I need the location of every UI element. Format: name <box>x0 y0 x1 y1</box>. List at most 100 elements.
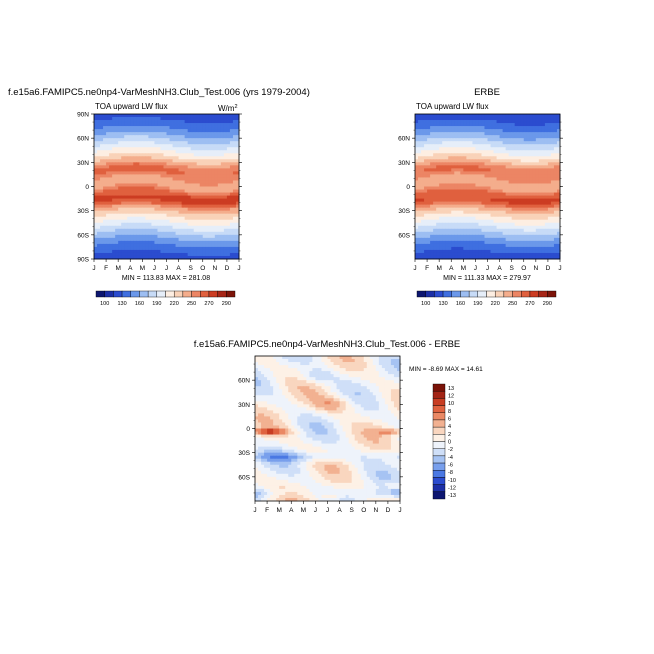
field-cell <box>436 165 440 169</box>
field-cell <box>496 144 500 148</box>
field-cell <box>106 126 110 130</box>
field-cell <box>229 135 234 139</box>
field-cell <box>430 114 434 118</box>
field-cell <box>142 240 146 245</box>
field-cell <box>163 126 167 130</box>
field-cell <box>448 228 452 233</box>
field-cell <box>496 219 500 224</box>
field-cell <box>202 138 207 142</box>
field-cell <box>112 252 116 257</box>
field-cell <box>508 189 513 193</box>
field-cell <box>211 153 216 157</box>
field-cell <box>220 234 225 239</box>
field-cell <box>130 183 134 187</box>
field-cell <box>151 225 155 230</box>
field-cell <box>172 162 176 166</box>
field-cell <box>499 147 503 151</box>
field-cell <box>427 198 431 202</box>
field-cell <box>190 138 195 142</box>
field-cell <box>511 216 516 221</box>
field-cell <box>535 225 540 230</box>
field-cell <box>133 222 137 227</box>
field-cell <box>529 162 534 166</box>
field-cell <box>139 198 143 202</box>
colorbar-swatch <box>494 290 505 298</box>
field-cell <box>529 147 534 151</box>
field-cell <box>454 150 458 154</box>
field-cell <box>157 183 161 187</box>
field-cell <box>142 120 146 124</box>
y-tick-label: 60S <box>398 232 410 239</box>
field-cell <box>517 186 522 190</box>
field-cell <box>106 195 110 199</box>
field-cell <box>154 207 158 212</box>
field-cell <box>466 159 470 163</box>
field-cell <box>433 126 437 130</box>
field-cell <box>466 186 470 190</box>
field-cell <box>100 216 104 221</box>
field-cell <box>454 153 458 157</box>
field-cell <box>235 162 240 166</box>
field-cell <box>508 231 513 236</box>
field-cell <box>151 240 155 245</box>
field-cell <box>211 132 216 136</box>
field-cell <box>457 126 461 130</box>
field-cell <box>115 195 119 199</box>
field-cell <box>496 129 500 133</box>
field-cell <box>460 150 464 154</box>
field-cell <box>205 174 210 178</box>
field-cell <box>139 114 143 118</box>
field-cell <box>418 192 422 196</box>
field-cell <box>448 201 452 206</box>
field-cell <box>433 123 437 127</box>
field-cell <box>157 153 161 157</box>
field-cell <box>493 192 497 196</box>
field-cell <box>493 141 497 145</box>
field-cell <box>175 126 179 130</box>
field-cell <box>115 216 119 221</box>
field-cell <box>94 234 98 239</box>
field-cell <box>220 159 225 163</box>
field-cell <box>312 362 316 366</box>
field-cell <box>442 126 446 130</box>
field-cell <box>502 132 507 136</box>
field-cell <box>205 237 210 242</box>
field-cell <box>217 114 222 118</box>
field-cell <box>112 174 116 178</box>
field-cell <box>538 207 543 212</box>
field-cell <box>421 234 425 239</box>
field-cell <box>445 147 449 151</box>
field-cell <box>148 165 152 169</box>
field-cell <box>511 213 516 218</box>
field-cell <box>136 243 140 248</box>
field-cell <box>445 171 449 175</box>
field-cell <box>547 213 552 218</box>
field-cell <box>294 362 298 366</box>
field-cell <box>505 168 510 172</box>
field-cell <box>154 189 158 193</box>
field-cell <box>175 177 179 181</box>
field-cell <box>142 195 146 199</box>
field-cell <box>556 186 561 190</box>
field-cell <box>436 222 440 227</box>
field-cell <box>547 126 552 130</box>
field-cell <box>232 189 237 193</box>
field-cell <box>145 207 149 212</box>
field-cell <box>493 252 497 257</box>
field-cell <box>460 162 464 166</box>
field-cell <box>166 210 170 215</box>
field-cell <box>439 168 443 172</box>
field-cell <box>217 195 222 199</box>
field-cell <box>363 359 368 363</box>
field-cell <box>535 183 540 187</box>
field-cell <box>184 228 189 233</box>
field-cell <box>544 162 549 166</box>
field-cell <box>196 129 201 133</box>
field-cell <box>526 240 531 245</box>
field-cell <box>535 180 540 184</box>
field-cell <box>270 359 274 363</box>
field-cell <box>502 150 507 154</box>
field-cell <box>547 153 552 157</box>
field-cell <box>499 144 503 148</box>
field-cell <box>520 198 525 202</box>
